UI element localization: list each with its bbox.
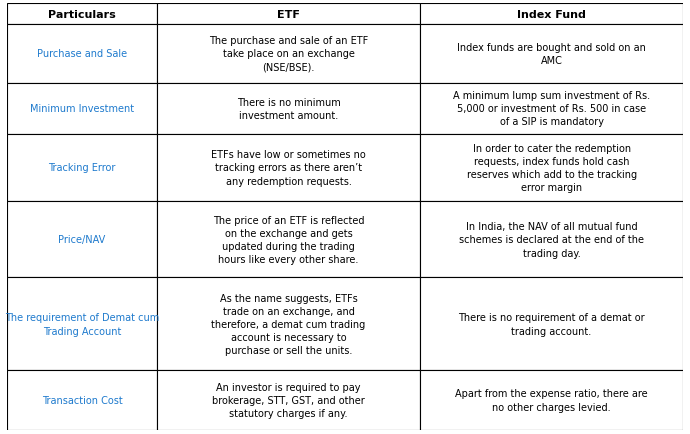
Bar [7, 134, 157, 202]
Text: The purchase and sale of an ETF
take place on an exchange
(NSE/BSE).: The purchase and sale of an ETF take pla… [209, 36, 368, 72]
Text: In India, the NAV of all mutual fund
schemes is declared at the end of the
tradi: In India, the NAV of all mutual fund sch… [459, 222, 644, 258]
Text: Price/NAV: Price/NAV [59, 235, 106, 245]
Bar [420, 84, 683, 134]
Bar [420, 25, 683, 84]
Bar [420, 371, 683, 430]
Bar [7, 202, 157, 278]
Bar [157, 371, 420, 430]
Bar [420, 4, 683, 25]
Text: Transaction Cost: Transaction Cost [41, 395, 122, 405]
Bar [157, 134, 420, 202]
Bar [420, 202, 683, 278]
Text: The requirement of Demat cum
Trading Account: The requirement of Demat cum Trading Acc… [5, 312, 159, 336]
Bar [7, 84, 157, 134]
Text: Tracking Error: Tracking Error [48, 163, 116, 173]
Bar [7, 371, 157, 430]
Text: Purchase and Sale: Purchase and Sale [37, 49, 127, 59]
Bar [157, 25, 420, 84]
Text: Minimum Investment: Minimum Investment [30, 104, 134, 114]
Bar [157, 4, 420, 25]
Text: ETF: ETF [277, 10, 300, 20]
Text: A minimum lump sum investment of Rs.
5,000 or investment of Rs. 500 in case
of a: A minimum lump sum investment of Rs. 5,0… [453, 91, 650, 127]
Text: There is no requirement of a demat or
trading account.: There is no requirement of a demat or tr… [458, 312, 645, 336]
Bar [7, 25, 157, 84]
Text: There is no minimum
investment amount.: There is no minimum investment amount. [237, 97, 340, 121]
Bar [420, 134, 683, 202]
Bar [157, 84, 420, 134]
Text: Apart from the expense ratio, there are
no other charges levied.: Apart from the expense ratio, there are … [455, 388, 648, 412]
Bar [157, 202, 420, 278]
Text: An investor is required to pay
brokerage, STT, GST, and other
statutory charges : An investor is required to pay brokerage… [212, 382, 365, 418]
Text: Index Fund: Index Fund [517, 10, 586, 20]
Bar [420, 278, 683, 371]
Bar [7, 4, 157, 25]
Text: In order to cater the redemption
requests, index funds hold cash
reserves which : In order to cater the redemption request… [466, 143, 637, 193]
Bar [7, 278, 157, 371]
Text: As the name suggests, ETFs
trade on an exchange, and
therefore, a demat cum trad: As the name suggests, ETFs trade on an e… [211, 293, 366, 355]
Bar [157, 278, 420, 371]
Text: The price of an ETF is reflected
on the exchange and gets
updated during the tra: The price of an ETF is reflected on the … [213, 215, 364, 265]
Text: ETFs have low or sometimes no
tracking errors as there aren’t
any redemption req: ETFs have low or sometimes no tracking e… [211, 150, 366, 186]
Text: Particulars: Particulars [48, 10, 116, 20]
Text: Index funds are bought and sold on an
AMC: Index funds are bought and sold on an AM… [457, 43, 646, 66]
